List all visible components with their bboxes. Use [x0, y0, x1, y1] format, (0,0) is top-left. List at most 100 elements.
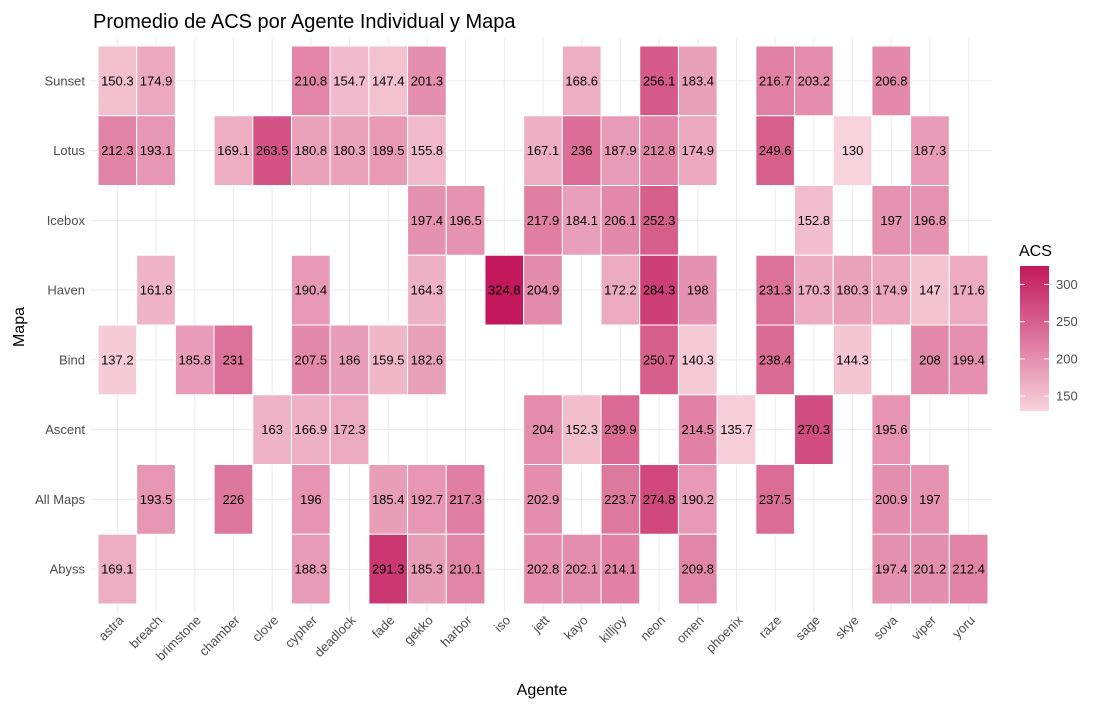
cell-value-label: 208	[919, 352, 941, 367]
heatmap-cell-all-maps-fade	[368, 464, 409, 535]
heatmap-cell-ascent-deadlock	[329, 394, 370, 465]
cell-value-label: 144.3	[836, 352, 869, 367]
heatmap-cell-sunset-cypher	[290, 45, 331, 117]
heatmap-cell-bind-astra	[97, 324, 138, 396]
x-tick-label-raze: raze	[756, 613, 784, 641]
heatmap-cell-haven-cypher	[290, 254, 331, 326]
heatmap-cell-bind-raze	[755, 324, 796, 396]
heatmap-cell-abyss-kayo	[561, 533, 602, 605]
heatmap-cell-sunset-sova	[871, 45, 912, 117]
heatmap-cell-ascent-kayo	[561, 394, 602, 465]
cell-value-label: 184.1	[565, 213, 598, 228]
legend-colorbar	[1020, 266, 1049, 411]
heatmap-cell-lotus-kayo	[561, 115, 602, 186]
heatmap-cell-lotus-chamber	[213, 115, 254, 186]
cell-value-label: 152.3	[565, 422, 598, 437]
cell-value-label: 274.8	[643, 492, 676, 507]
y-tick-labels: Sunset Lotus Icebox Haven Bind Ascent All Maps…	[35, 73, 85, 576]
heatmap-cell-lotus-breach	[136, 115, 176, 186]
heatmap-cell-abyss-harbor	[445, 533, 486, 605]
heatmap-cell-sunset-breach	[136, 45, 176, 117]
cell-value-label: 249.6	[759, 143, 792, 158]
heatmap-cell-lotus-raze	[755, 115, 796, 186]
heatmap-cell-abyss-cypher	[290, 533, 331, 605]
cell-value-label: 183.4	[682, 73, 715, 88]
cell-value-label: 203.2	[798, 73, 831, 88]
cell-value-label: 196.5	[449, 213, 482, 228]
x-tick-label-deadlock: deadlock	[311, 612, 359, 660]
heatmap-cell-all-maps-viper	[910, 464, 950, 535]
heatmap-cell-haven-sova	[871, 254, 912, 326]
cell-value-label: 185.8	[178, 352, 211, 367]
heatmap-cell-lotus-gekko	[407, 115, 447, 186]
heatmap-cell-icebox-sova	[871, 185, 912, 256]
heatmap-cell-icebox-sage	[794, 185, 834, 256]
cell-value-label: 324.8	[488, 283, 521, 298]
cell-value-label: 190.4	[295, 283, 328, 298]
heatmap-cell-all-maps-cypher	[290, 464, 331, 535]
legend-title: ACS	[1019, 243, 1052, 260]
cell-value-label: 270.3	[798, 422, 831, 437]
cell-value-label: 237.5	[759, 492, 792, 507]
cell-value-label: 169.1	[217, 143, 250, 158]
heatmap-cell-lotus-deadlock	[329, 115, 370, 186]
heatmap-cell-haven-gekko	[407, 254, 447, 326]
cell-value-label: 197.4	[411, 213, 444, 228]
legend-ticks: 150 200 250 300	[1020, 277, 1078, 404]
cell-value-label: 201.3	[411, 73, 444, 88]
heatmap-cell-ascent-phoenix	[716, 394, 757, 465]
legend-tick-label: 300	[1056, 277, 1078, 292]
heatmap-cell-haven-breach	[136, 254, 176, 326]
cell-value-label: 186	[339, 352, 361, 367]
cell-labels: 150.3 174.9 210.8 154.7 147.4 201.3 168.6 256.1…	[101, 73, 985, 576]
heatmap-cell-sunset-omen	[677, 45, 718, 117]
heatmap-cell-abyss-yoru	[948, 533, 989, 605]
cell-value-label: 206.8	[875, 73, 908, 88]
cell-value-label: 196	[300, 492, 322, 507]
y-tick-label-icebox: Icebox	[47, 213, 86, 228]
heatmap-cell-bind-neon	[639, 324, 679, 396]
y-tick-label-haven: Haven	[47, 283, 85, 298]
heatmap-cell-lotus-clove	[252, 115, 292, 186]
cell-value-label: 166.9	[295, 422, 328, 437]
cell-value-label: 174.9	[682, 143, 715, 158]
heatmap-cell-haven-killjoy	[600, 254, 641, 326]
cell-value-label: 180.3	[333, 143, 366, 158]
heatmap-cell-bind-viper	[910, 324, 950, 396]
cell-value-label: 256.1	[643, 73, 676, 88]
heatmap-cell-lotus-fade	[368, 115, 409, 186]
cell-value-label: 180.3	[836, 283, 869, 298]
heatmap-cell-ascent-sage	[794, 394, 834, 465]
cell-value-label: 202.1	[565, 562, 598, 577]
x-tick-label-yoru: yoru	[949, 613, 977, 641]
heatmap-cell-haven-iso	[484, 254, 525, 326]
x-tick-label-harbor: harbor	[438, 612, 476, 650]
y-tick-label-bind: Bind	[59, 352, 85, 367]
x-tick-label-skye: skye	[832, 613, 862, 643]
cell-value-label: 185.4	[372, 492, 405, 507]
cell-value-label: 199.4	[952, 352, 985, 367]
heatmap-cell-sunset-raze	[755, 45, 796, 117]
cell-value-label: 209.8	[682, 562, 715, 577]
heatmap-cell-bind-skye	[832, 324, 873, 396]
cell-value-label: 147	[919, 283, 941, 298]
heatmap-cell-lotus-astra	[97, 115, 138, 186]
legend-tick-label: 200	[1056, 351, 1078, 366]
cell-value-label: 170.3	[798, 283, 831, 298]
cell-value-label: 197	[880, 213, 902, 228]
heatmap-cell-lotus-killjoy	[600, 115, 641, 186]
legend-tick-label: 150	[1056, 389, 1078, 404]
color-legend: ACS 150 200 250 300	[1019, 243, 1078, 411]
heatmap-cells	[97, 45, 989, 605]
heatmap-cell-abyss-omen	[677, 533, 718, 605]
cell-value-label: 217.9	[527, 213, 560, 228]
cell-value-label: 250.7	[643, 352, 676, 367]
cell-value-label: 172.2	[604, 283, 637, 298]
cell-value-label: 291.3	[372, 562, 405, 577]
heatmap-cell-abyss-killjoy	[600, 533, 641, 605]
cell-value-label: 226	[223, 492, 245, 507]
heatmap-cell-ascent-clove	[252, 394, 292, 465]
cell-value-label: 185.3	[411, 562, 444, 577]
cell-value-label: 223.7	[604, 492, 637, 507]
